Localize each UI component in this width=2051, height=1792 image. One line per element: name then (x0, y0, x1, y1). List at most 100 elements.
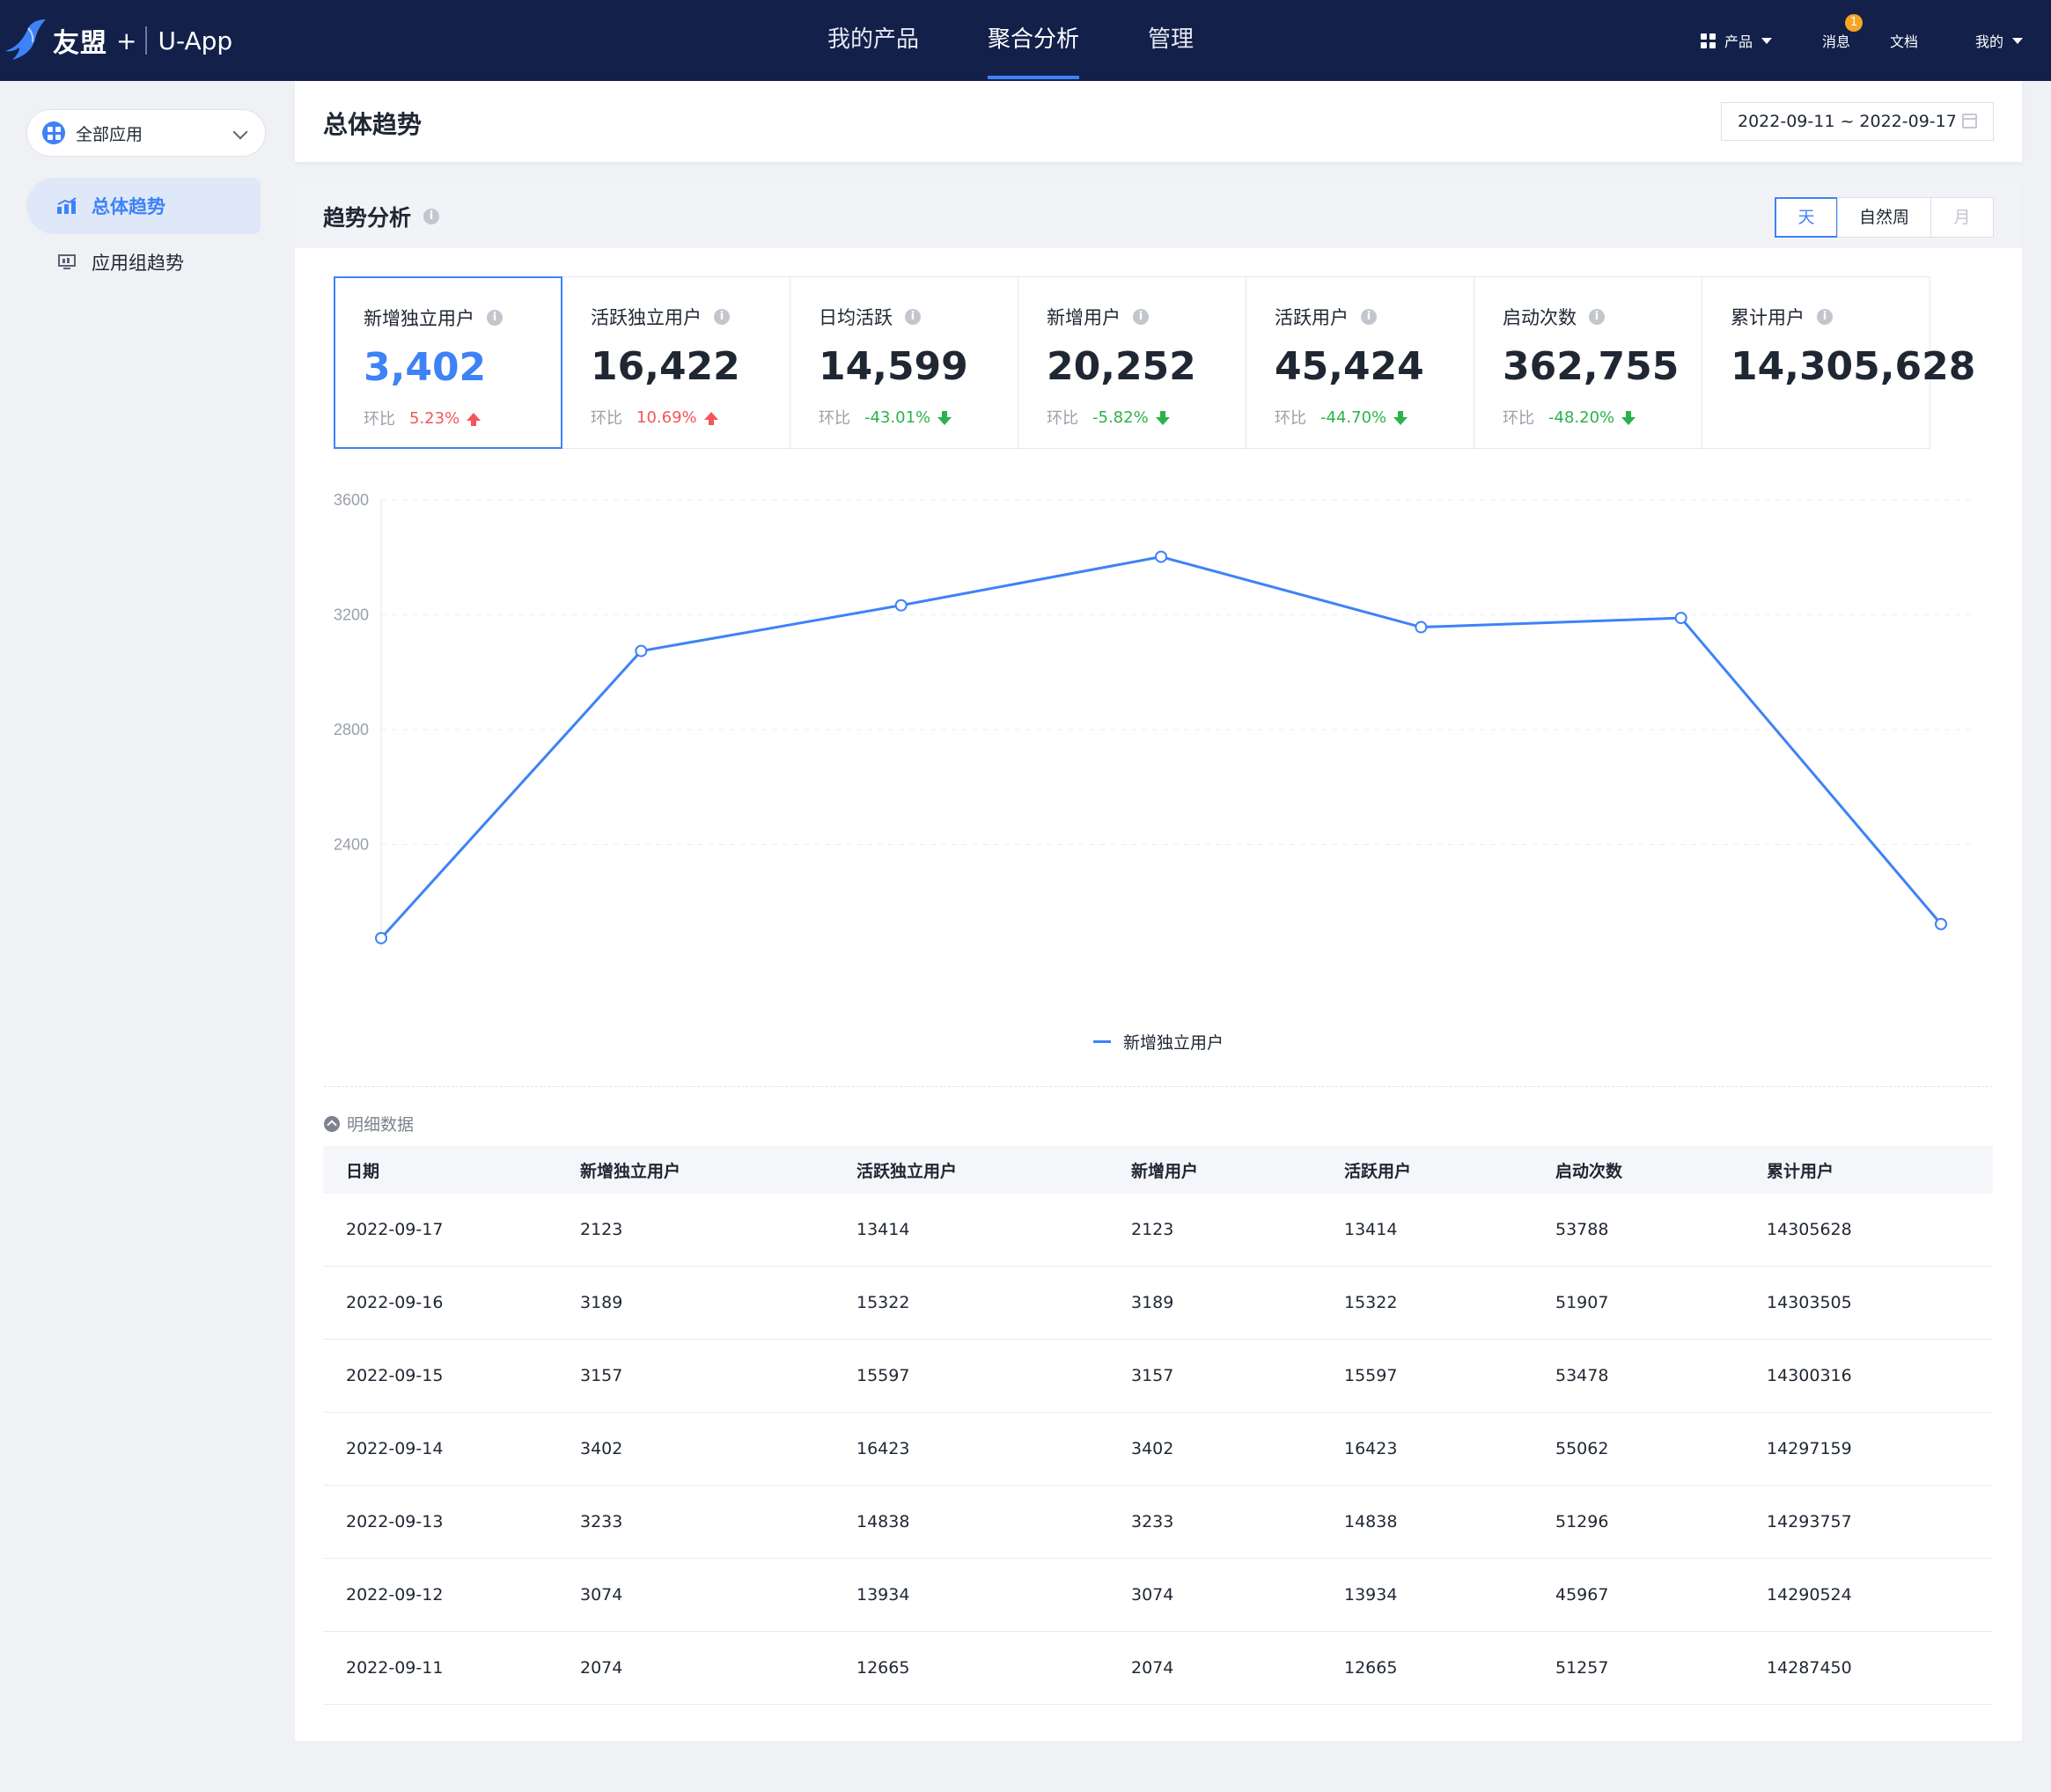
table-cell: 2022-09-15 (346, 1366, 444, 1385)
table-cell: 14290524 (1767, 1585, 1852, 1605)
info-icon[interactable]: i (487, 310, 503, 326)
metric-change: 环比 -48.20% (1503, 406, 1636, 429)
caret-down-icon (2012, 37, 2024, 44)
caret-down-icon (1761, 37, 1773, 44)
change-label: 环比 (1503, 409, 1534, 428)
info-icon[interactable]: i (905, 309, 921, 325)
date-range-picker[interactable]: 2022-09-11 ~ 2022-09-17 (1721, 102, 1994, 141)
table-cell: 14300316 (1767, 1366, 1852, 1385)
period-day-button[interactable]: 天 (1775, 197, 1838, 238)
arrow-down-icon (1393, 410, 1408, 425)
table-cell: 2074 (1131, 1658, 1174, 1678)
page-title: 总体趋势 (323, 110, 423, 139)
metric-card-launches[interactable]: 启动次数 i 362,755 环比 -48.20% (1474, 276, 1702, 449)
mine-label: 我的 (1975, 33, 2004, 50)
apps-icon (42, 121, 65, 144)
detail-data-toggle[interactable]: 明细数据 (324, 1112, 414, 1135)
period-week-button[interactable]: 自然周 (1837, 197, 1931, 238)
table-row: 2022-09-17 2123 13414 2123 13414 53788 1… (323, 1193, 1993, 1267)
brand-logo[interactable]: 友盟 + U-App (0, 12, 232, 69)
detail-toggle-label: 明细数据 (347, 1115, 415, 1135)
chart-legend[interactable]: 新增独立用户 (295, 1030, 2022, 1054)
change-percent: 10.69% (636, 408, 697, 427)
section-title-text: 趋势分析 (323, 205, 412, 231)
column-header[interactable]: 累计用户 (1767, 1161, 1834, 1181)
column-header[interactable]: 新增用户 (1131, 1161, 1199, 1181)
metric-label: 日均活跃 i (819, 304, 921, 330)
table-cell: 13934 (856, 1585, 910, 1605)
info-icon[interactable]: i (714, 309, 730, 325)
metric-card-new-unique-users[interactable]: 新增独立用户 i 3,402 环比 5.23% (334, 276, 562, 449)
metric-label: 累计用户 i (1731, 304, 1833, 330)
docs-link[interactable]: 文档 (1890, 0, 1918, 81)
table-cell: 2022-09-16 (346, 1293, 444, 1312)
metric-card-new-users[interactable]: 新增用户 i 20,252 环比 -5.82% (1018, 276, 1246, 449)
nav-tab-aggregate-analysis[interactable]: 聚合分析 (988, 0, 1080, 81)
table-cell: 51296 (1555, 1512, 1609, 1531)
column-header[interactable]: 活跃用户 (1344, 1161, 1412, 1181)
table-cell: 3157 (1131, 1366, 1174, 1385)
metric-label: 活跃用户 i (1275, 304, 1377, 330)
table-cell: 16423 (1344, 1439, 1398, 1458)
table-cell: 2022-09-14 (346, 1439, 444, 1458)
table-cell: 13934 (1344, 1585, 1398, 1605)
table-cell: 3074 (1131, 1585, 1174, 1605)
app-selector[interactable]: 全部应用 (26, 109, 266, 157)
metric-change: 环比 -5.82% (1047, 406, 1170, 429)
metric-card-daily-avg-active[interactable]: 日均活跃 i 14,599 环比 -43.01% (790, 276, 1018, 449)
column-header[interactable]: 活跃独立用户 (856, 1161, 958, 1181)
bird-logo-icon (5, 19, 46, 60)
section-title: 趋势分析 i (323, 201, 440, 232)
monitor-icon (58, 254, 76, 269)
sidebar-item-app-group-trend[interactable]: 应用组趋势 (26, 234, 261, 290)
table-cell: 3402 (580, 1439, 623, 1458)
legend-label: 新增独立用户 (1122, 1033, 1224, 1053)
nav-tab-manage[interactable]: 管理 (1148, 26, 1195, 53)
app-selector-label: 全部应用 (76, 124, 143, 144)
table-cell: 13414 (1344, 1220, 1398, 1239)
period-month-button[interactable]: 月 (1930, 197, 1994, 238)
legend-line-icon (1092, 1040, 1111, 1043)
products-menu[interactable]: 产品 (1701, 0, 1773, 81)
info-icon[interactable]: i (1133, 309, 1149, 325)
change-label: 环比 (364, 410, 395, 429)
info-icon[interactable]: i (1817, 309, 1833, 325)
trend-analysis-card: 趋势分析 i 天 自然周 月 新增独立用户 i 3,402 环比 5.23% (295, 183, 2022, 1741)
date-range-value: 2022-09-11 ~ 2022-09-17 (1738, 112, 1957, 131)
info-icon[interactable]: i (1589, 309, 1605, 325)
brand-name: 友盟 (53, 28, 107, 59)
docs-label: 文档 (1890, 33, 1919, 50)
y-tick-label: 2800 (334, 721, 369, 738)
info-icon[interactable]: i (423, 209, 440, 224)
info-icon[interactable]: i (1361, 309, 1377, 325)
change-label: 环比 (819, 409, 850, 428)
table-cell: 14838 (856, 1512, 910, 1531)
metric-value: 20,252 (1047, 344, 1196, 389)
trend-line-chart: 200024002800320036002022-09-112022-09-12… (295, 474, 2022, 949)
change-label: 环比 (1275, 409, 1306, 428)
arrow-up-icon (467, 412, 482, 426)
nav-tab-my-products[interactable]: 我的产品 (827, 26, 920, 53)
metric-label-text: 活跃独立用户 (591, 307, 702, 328)
data-point (1935, 917, 1947, 930)
section-header: 趋势分析 i 天 自然周 月 (295, 183, 2022, 248)
mine-menu[interactable]: 我的 (1975, 0, 2024, 81)
metric-cards: 新增独立用户 i 3,402 环比 5.23% 活跃独立用户 i 16,422 … (334, 276, 1975, 449)
messages-link[interactable]: 消息 1 (1822, 0, 1864, 81)
metric-card-active-users[interactable]: 活跃用户 i 45,424 环比 -44.70% (1246, 276, 1474, 449)
metric-card-active-unique-users[interactable]: 活跃独立用户 i 16,422 环比 10.69% (562, 276, 790, 449)
table-cell: 55062 (1555, 1439, 1609, 1458)
column-header[interactable]: 日期 (346, 1161, 380, 1181)
column-header[interactable]: 新增独立用户 (580, 1161, 681, 1181)
metric-card-total-users[interactable]: 累计用户 i 14,305,628 (1702, 276, 1975, 449)
page-header: 总体趋势 2022-09-11 ~ 2022-09-17 (295, 81, 2022, 162)
metric-label-text: 累计用户 (1731, 307, 1805, 328)
sidebar-item-overall-trend[interactable]: 总体趋势 (26, 178, 261, 234)
table-cell: 3233 (580, 1512, 623, 1531)
table-cell: 3157 (580, 1366, 623, 1385)
table-cell: 2022-09-11 (346, 1658, 444, 1678)
column-header[interactable]: 启动次数 (1555, 1161, 1623, 1181)
metric-label-text: 新增独立用户 (364, 308, 474, 329)
table-cell: 15597 (1344, 1366, 1398, 1385)
table-cell: 14297159 (1767, 1439, 1852, 1458)
